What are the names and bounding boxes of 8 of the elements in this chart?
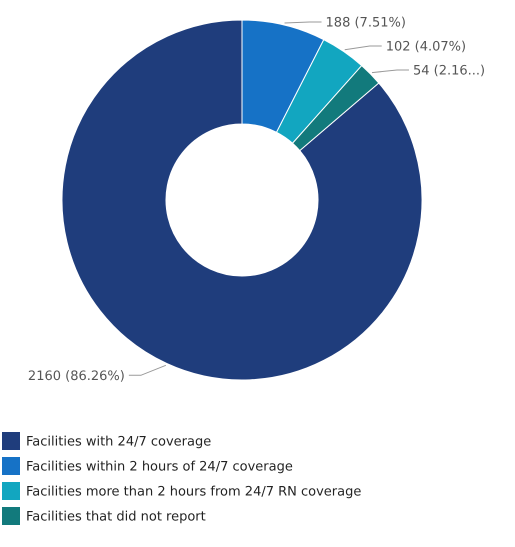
- data-label: 188 (7.51%): [326, 16, 406, 31]
- data-label: 102 (4.07%): [386, 40, 466, 55]
- legend-label: Facilities within 2 hours of 24/7 coverage: [26, 460, 293, 475]
- legend-label: Facilities with 24/7 coverage: [26, 434, 212, 450]
- data-label: 2160 (86.26%): [28, 368, 125, 384]
- data-label: 54 (2.16...): [412, 64, 486, 79]
- legend-label: Facilities more than 2 hours from 24/7 RN coverage: [26, 484, 362, 500]
- legend-label: Facilities that did not report: [26, 510, 206, 525]
